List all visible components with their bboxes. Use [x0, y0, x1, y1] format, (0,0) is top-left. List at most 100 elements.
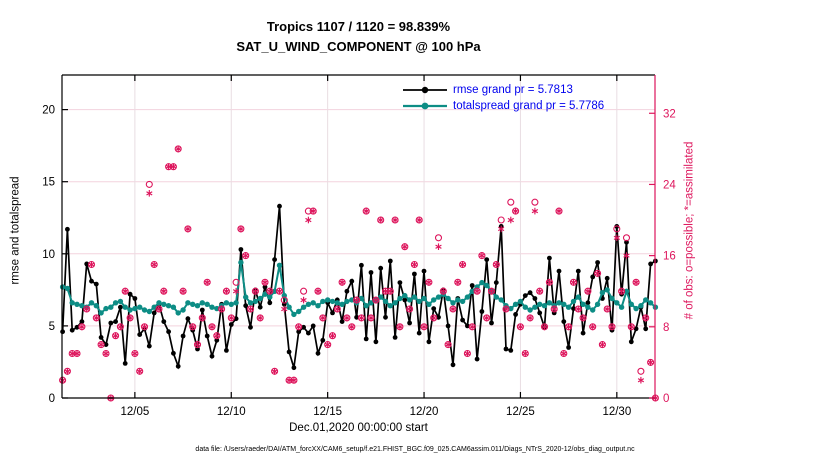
totalspread-series-point: [464, 294, 471, 300]
obs-assimilated-asterisk-arm: [290, 378, 298, 383]
totalspread-series-point: [479, 279, 485, 286]
x-tick-label: 12/05: [120, 406, 149, 418]
totalspread-series-point: [397, 295, 403, 302]
rmse-series-line: [61, 206, 656, 370]
rmse-series-point: [493, 280, 499, 285]
rmse-series-point: [89, 278, 94, 284]
totalspread-series-point: [204, 301, 210, 307]
obs-assimilated-asterisk-arm: [93, 315, 100, 321]
totalspread-series-point: [325, 297, 331, 303]
totalspread-series-point: [623, 288, 630, 294]
rmse-series-point: [484, 257, 490, 262]
y-left-tick-label: 10: [42, 249, 55, 261]
totalspread-series-point: [599, 290, 606, 296]
axes: 0 5 10 15 20 0 8 16 24 32 12/05 12/10 12/15 12/20 12/2…: [42, 74, 676, 418]
obs-assimilated-asterisk-arm: [570, 280, 577, 285]
rmse-series-point: [315, 350, 321, 356]
y-right-tick-label: 0: [663, 393, 669, 405]
x-tick-label: 12/25: [506, 406, 535, 418]
rmse-series-point: [65, 226, 70, 232]
obs-assimilated-asterisk-arm: [517, 324, 524, 329]
rmse-series-point: [127, 291, 133, 297]
totalspread-series-point: [411, 294, 418, 300]
obs-assimilated-asterisk-arm: [440, 289, 447, 294]
obs-assimilated-asterisk-arm: [396, 324, 404, 329]
totalspread-series-point: [286, 304, 292, 310]
obs-assimilated-asterisk-arm: [339, 280, 346, 285]
obs-possible-circle: [232, 278, 240, 286]
totalspread-series-point: [450, 300, 456, 306]
totalspread-series-point: [243, 294, 249, 300]
rmse-series-point: [595, 260, 600, 265]
totalspread-series-point: [334, 300, 340, 306]
obs-assimilated-asterisk-arm: [575, 306, 582, 312]
obs-possible-circle: [497, 216, 505, 224]
obs-assimilated-asterisk-arm: [98, 342, 105, 347]
rmse-series-point: [349, 278, 355, 284]
obs-assimilated-asterisk-arm: [512, 209, 519, 214]
rmse-series-point: [387, 258, 393, 264]
rmse-series-point: [402, 297, 408, 303]
obs-assimilated-asterisk-arm: [642, 315, 649, 321]
y-axis-label-left: rmse and totalspread: [9, 176, 22, 285]
obs-assimilated-asterisk-arm: [218, 306, 225, 312]
obs-assimilated-asterisk-arm: [372, 298, 379, 303]
totalspread-series-point: [455, 297, 461, 303]
gridlines: [62, 75, 655, 398]
rmse-series-point: [175, 363, 181, 369]
totalspread-series-point: [647, 300, 654, 306]
totalspread-series-point: [532, 304, 538, 310]
obs-assimilated-asterisk-arm: [228, 315, 235, 321]
totalspread-series-point: [112, 300, 119, 306]
rmse-series-point: [243, 303, 249, 309]
rmse-series-point: [508, 348, 514, 353]
obs-assimilated-asterisk-arm: [502, 306, 510, 312]
obs-assimilated-asterisk-arm: [377, 217, 384, 223]
totalspread-series-point: [141, 307, 148, 313]
totalspread-series-point: [392, 300, 398, 306]
obs-assimilated-asterisk-arm: [146, 191, 153, 196]
obs-assimilated-asterisk-arm: [334, 306, 341, 312]
totalspread-series-point: [522, 304, 528, 310]
totalspread-series-point: [426, 301, 432, 307]
rmse-series-point: [537, 310, 543, 316]
totalspread-series-point: [590, 307, 596, 313]
legend-entry-totalspread: totalspread grand pr = 5.7786: [402, 98, 604, 114]
totalspread-series-point: [214, 305, 220, 312]
obs-possible-circle: [145, 180, 153, 188]
obs-assimilated-asterisk-arm: [348, 324, 355, 329]
obs-assimilated-asterisk-arm: [266, 289, 273, 294]
x-tick-label: 12/20: [410, 406, 439, 418]
obs-assimilated-asterisk-arm: [551, 306, 558, 312]
totalspread-series-point: [493, 294, 499, 300]
totalspread-series-point: [165, 303, 172, 309]
rmse-series-point: [633, 326, 639, 332]
obs-possible-circle: [300, 287, 308, 295]
obs-assimilated-asterisk-arm: [367, 315, 375, 321]
obs-assimilated-asterisk-arm: [329, 333, 336, 338]
obs-assimilated-asterisk-arm: [247, 306, 254, 312]
rmse-series-point: [522, 293, 528, 298]
rmse-series-point: [426, 339, 432, 345]
totalspread-series-point: [79, 303, 85, 309]
obs-assimilated-asterisk-arm: [213, 333, 220, 338]
obs-assimilated-asterisk-arm: [618, 289, 625, 294]
obs-assimilated-asterisk-arm: [141, 324, 148, 329]
obs-assimilated-asterisk-arm: [445, 342, 452, 347]
rmse-series-point: [262, 284, 268, 290]
obs-assimilated-asterisk-arm: [632, 280, 640, 285]
y-left-tick-label: 15: [42, 177, 55, 189]
totalspread-series-point: [609, 295, 615, 302]
totalspread-series-point: [512, 301, 519, 307]
obs-assimilated-asterisk-arm: [488, 289, 495, 294]
legend: rmse grand pr = 5.7813 totalspread grand…: [402, 82, 604, 114]
rmse-series-point: [354, 314, 359, 320]
obs-possible-circle: [613, 225, 621, 233]
totalspread-series-point: [363, 303, 369, 309]
rmse-series-point: [257, 304, 263, 310]
totalspread-series-point: [228, 301, 234, 307]
rmse-series-point: [137, 332, 143, 337]
obs-assimilated-asterisk-arm: [310, 209, 317, 214]
rmse-series-point: [238, 247, 244, 252]
